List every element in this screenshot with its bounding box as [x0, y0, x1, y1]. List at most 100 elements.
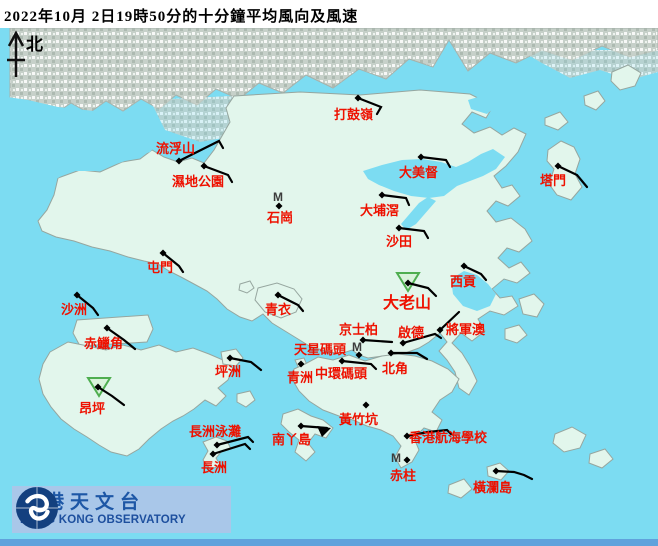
island-po-toi: [447, 478, 473, 499]
station-label-waglan-island: 橫瀾島: [473, 480, 512, 495]
station-kai-tak: 啟德: [398, 325, 443, 347]
station-central-pier: 中環碼頭: [315, 357, 378, 381]
wind-barb-ta-kwu-ling: [356, 96, 383, 116]
wind-barb-sha-chau: [75, 293, 100, 317]
station-cheung-chau: 長洲: [201, 442, 252, 475]
station-dot-ta-kwu-ling: [354, 94, 362, 102]
station-label-star-ferry: 天星碼頭: [294, 342, 347, 357]
wind-barb-sea-school: [405, 428, 453, 438]
wind-barb-kings-park: [361, 338, 394, 344]
station-label-sea-school: 香港航海學校: [408, 430, 488, 445]
starling-inlet-water: [468, 94, 499, 114]
wind-barb-tates-cairn: [406, 281, 438, 298]
island-ma-wan: [238, 280, 255, 294]
station-tai-po-kau: 大埔滘: [360, 191, 411, 218]
station-dot-lau-fau-shan: [175, 157, 183, 165]
island-southeast-1: [552, 426, 587, 453]
island-airport: [72, 314, 154, 347]
station-tuen-mun: 屯門: [147, 249, 185, 275]
station-label-tates-cairn: 大老山: [383, 293, 431, 312]
missing-data-marker-stanley: M: [391, 451, 401, 465]
station-sha-tin: 沙田: [386, 224, 430, 249]
station-label-cheung-chau: 長洲: [201, 460, 227, 475]
station-label-wong-chuk-hang: 黃竹坑: [338, 412, 378, 427]
station-dot-peng-chau: [226, 354, 234, 362]
port-shelter-water: [451, 271, 496, 311]
wind-barb-sai-kung: [462, 264, 488, 282]
station-label-cheung-chau-beach: 長洲泳灘: [189, 424, 241, 439]
station-dot-waglan-island: [492, 467, 500, 475]
wind-barb-cheung-chau-beach: [215, 435, 255, 447]
station-star-ferry: M 天星碼頭: [294, 340, 363, 359]
island-northeast-3: [544, 111, 569, 131]
station-label-peng-chau: 坪洲: [215, 364, 241, 379]
station-sai-kung: 西貢: [450, 262, 488, 289]
island-northeast-1: [610, 64, 642, 91]
station-tai-mei-tuk: 大美督: [399, 153, 452, 180]
station-shek-kong: M 石崗: [266, 190, 293, 225]
wind-barb-sha-tin: [397, 226, 430, 240]
island-southeast-2: [588, 448, 614, 469]
station-label-north-point: 北角: [382, 361, 408, 376]
wind-barb-tap-mun: [556, 164, 589, 189]
station-dot-green-island: [297, 360, 305, 368]
station-label-wetland-park: 濕地公園: [172, 174, 224, 189]
wind-barb-ngong-ping: [96, 385, 126, 407]
island-kau-sai-chau: [518, 293, 545, 318]
station-dot-wong-chuk-hang: [362, 401, 370, 409]
wind-barb-wetland-park: [202, 164, 234, 184]
station-dot-sea-school: [403, 432, 411, 440]
station-label-sha-chau: 沙洲: [61, 302, 87, 317]
station-wetland-park: 濕地公園: [172, 162, 234, 189]
hko-logo: 香港天文台 HONG KONG OBSERVATORY: [12, 486, 231, 533]
station-label-tuen-mun: 屯門: [147, 260, 173, 275]
station-dot-ngong-ping: [94, 383, 102, 391]
station-label-tai-po-kau: 大埔滘: [360, 203, 399, 218]
tolo-harbour-water: [363, 149, 505, 198]
station-dot-star-ferry: [355, 351, 363, 359]
wind-barb-chek-lap-kok: [105, 326, 137, 351]
island-northeast-2: [583, 90, 606, 111]
station-dot-sha-tin: [395, 224, 403, 232]
island-hei-ling-chau: [236, 390, 256, 408]
station-label-ta-kwu-ling: 打鼓嶺: [334, 107, 373, 122]
station-label-chek-lap-kok: 赤鱲角: [84, 336, 123, 351]
station-kings-park: 京士柏: [339, 322, 394, 344]
station-dot-shek-kong: [275, 202, 283, 210]
wind-barb-lau-fau-shan: [177, 139, 225, 163]
title-bar: 2022年10月 2日19時50分的十分鐘平均風向及風速: [0, 0, 658, 28]
station-dot-central-pier: [338, 357, 346, 365]
map-title: 2022年10月 2日19時50分的十分鐘平均風向及風速: [4, 9, 359, 25]
station-label-tseung-kwan-o: 將軍澳: [446, 322, 486, 337]
station-label-kings-park: 京士柏: [339, 322, 378, 337]
station-label-stanley: 赤柱: [390, 468, 416, 483]
station-ngong-ping: 昂坪: [79, 377, 126, 416]
station-dot-chek-lap-kok: [103, 324, 111, 332]
station-wong-chuk-hang: 黃竹坑: [338, 401, 378, 427]
north-arrow: 北: [7, 30, 43, 77]
station-dot-tsing-yi: [274, 291, 282, 299]
station-dot-tseung-kwan-o: [436, 326, 444, 334]
hko-logo-icon: [15, 486, 59, 530]
station-ta-kwu-ling: 打鼓嶺: [334, 94, 383, 122]
wind-barb-tseung-kwan-o: [438, 310, 461, 332]
island-jin: [504, 324, 528, 344]
islands: [38, 64, 642, 499]
station-dot-tap-mun: [554, 162, 562, 170]
station-dot-cheung-chau: [209, 450, 217, 458]
island-lamma: [280, 408, 334, 462]
wind-barb-tai-mei-tuk: [419, 155, 452, 169]
station-dot-lamma-island: [297, 422, 305, 430]
station-green-island: 青洲: [287, 360, 313, 385]
station-dot-wetland-park: [200, 162, 208, 170]
station-tseung-kwan-o: 將軍澳: [436, 310, 486, 337]
station-label-lau-fau-shan: 流浮山: [156, 141, 195, 156]
wind-barb-flag-lamma-island: [317, 426, 331, 437]
station-label-central-pier: 中環碼頭: [315, 366, 368, 381]
island-tap-mun: [546, 140, 583, 201]
wind-barb-cheung-chau: [211, 442, 252, 456]
station-lamma-island: 南丫島: [272, 422, 331, 447]
